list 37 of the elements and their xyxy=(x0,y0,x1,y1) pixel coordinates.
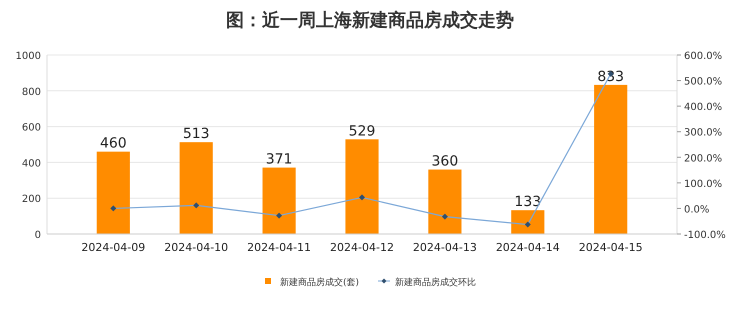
x-tick-label: 2024-04-14 xyxy=(496,241,560,254)
y-tick-label: 400 xyxy=(22,158,41,170)
data-label: 529 xyxy=(348,123,376,140)
y2-tick-label: 100.0% xyxy=(684,178,722,190)
chart-title: 图：近一周上海新建商品房成交走势 xyxy=(226,10,514,31)
data-label: 460 xyxy=(100,136,127,152)
y-tick-label: 200 xyxy=(22,194,41,206)
bar xyxy=(428,170,462,234)
y-tick-label: 600 xyxy=(22,122,41,134)
bar xyxy=(96,152,130,234)
y2-tick-label: 0.0% xyxy=(684,204,710,216)
x-tick-label: 2024-04-09 xyxy=(81,241,146,254)
x-tick-label: 2024-04-11 xyxy=(247,241,312,254)
y-tick-label: 0 xyxy=(34,230,41,241)
bar xyxy=(594,84,628,234)
legend-label: 新建商品房成交(套) xyxy=(280,277,360,288)
data-label: 133 xyxy=(514,194,542,210)
y2-tick-label: 600.0% xyxy=(684,51,722,62)
y2-tick-label: 400.0% xyxy=(684,102,722,114)
x-tick-label: 2024-04-13 xyxy=(412,241,477,254)
bar xyxy=(262,168,296,234)
y2-tick-label: 200.0% xyxy=(684,153,722,164)
y2-tick-label: -100.0% xyxy=(684,230,726,241)
y2-tick-label: 300.0% xyxy=(684,128,722,139)
x-tick-label: 2024-04-12 xyxy=(330,241,394,254)
bar xyxy=(345,139,379,234)
data-label: 513 xyxy=(182,126,210,142)
bar xyxy=(511,210,544,234)
x-tick-label: 2024-04-10 xyxy=(164,241,228,254)
y-tick-label: 1000 xyxy=(16,51,41,62)
x-tick-label: 2024-04-15 xyxy=(578,241,643,254)
y-tick-label: 800 xyxy=(22,86,41,98)
y2-tick-label: 500.0% xyxy=(684,76,722,88)
legend-label: 新建商品房成交环比 xyxy=(395,277,476,288)
bar xyxy=(180,142,213,234)
data-label: 360 xyxy=(432,154,458,170)
data-label: 371 xyxy=(266,152,292,168)
